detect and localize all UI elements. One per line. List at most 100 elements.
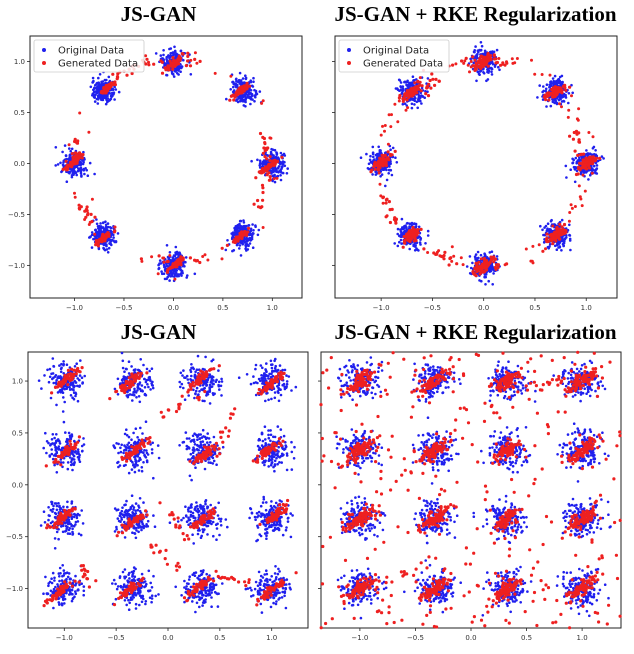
generated-point	[537, 243, 541, 247]
original-point	[487, 279, 490, 283]
generated-point	[373, 167, 377, 171]
original-point	[64, 154, 68, 158]
generated-point	[386, 150, 390, 154]
original-point	[244, 76, 248, 80]
legend-label: Generated Data	[363, 59, 443, 70]
original-point	[247, 238, 250, 241]
original-point	[596, 159, 600, 163]
generated-point	[578, 161, 582, 165]
original-point	[44, 575, 47, 579]
original-point	[100, 94, 104, 97]
original-point	[404, 81, 407, 84]
generated-point	[393, 102, 397, 106]
generated-point	[389, 125, 393, 129]
generated-point	[479, 257, 483, 261]
generated-point	[530, 259, 534, 263]
generated-point	[242, 89, 246, 93]
original-point	[53, 576, 56, 580]
original-point	[53, 511, 57, 515]
generated-point	[499, 63, 503, 67]
original-point	[595, 164, 599, 167]
original-point	[54, 164, 57, 167]
generated-point	[589, 161, 593, 166]
generated-point	[176, 259, 180, 264]
generated-point	[79, 205, 83, 209]
original-point	[275, 151, 278, 154]
original-point	[273, 169, 276, 173]
original-point	[247, 244, 250, 248]
original-point	[62, 161, 65, 164]
generated-point	[418, 80, 422, 84]
original-point	[42, 510, 46, 513]
original-point	[239, 82, 242, 86]
generated-point	[258, 170, 262, 175]
original-point	[97, 85, 100, 88]
original-point	[543, 226, 546, 229]
original-point	[398, 240, 401, 244]
original-point	[283, 154, 287, 157]
generated-point	[414, 239, 418, 243]
generated-point	[547, 98, 551, 102]
original-point	[426, 229, 430, 233]
original-point	[476, 257, 479, 260]
original-point	[55, 508, 59, 512]
generated-point	[480, 54, 484, 58]
original-point	[251, 98, 254, 101]
generated-point	[171, 67, 175, 71]
original-point	[171, 256, 175, 260]
original-point	[544, 87, 548, 91]
original-point	[249, 102, 252, 106]
original-point	[490, 250, 494, 253]
generated-point	[494, 263, 499, 267]
original-point	[590, 168, 594, 172]
original-point	[559, 97, 562, 101]
generated-point	[471, 271, 475, 275]
generated-point	[492, 260, 496, 264]
original-point	[98, 73, 102, 76]
original-point	[72, 173, 75, 176]
original-point	[589, 173, 592, 177]
generated-point	[179, 255, 183, 259]
original-point	[365, 152, 368, 156]
generated-point	[247, 84, 252, 88]
original-point	[375, 156, 379, 160]
original-point	[106, 225, 110, 229]
generated-point	[558, 102, 561, 106]
generated-point	[477, 260, 481, 264]
generated-point	[573, 205, 577, 208]
original-point	[273, 180, 277, 184]
original-point	[57, 572, 61, 575]
original-point	[100, 98, 103, 101]
original-point	[542, 89, 545, 93]
generated-point	[173, 265, 177, 269]
original-point	[172, 254, 176, 257]
generated-point	[64, 159, 68, 163]
original-point	[367, 167, 371, 171]
generated-point	[438, 254, 442, 258]
original-point	[465, 265, 469, 268]
original-point	[489, 61, 493, 64]
generated-point	[435, 250, 439, 254]
generated-point	[485, 61, 489, 65]
generated-point	[393, 149, 397, 153]
generated-point	[408, 239, 412, 243]
original-point	[569, 168, 572, 171]
generated-point	[413, 81, 417, 85]
original-point	[55, 530, 59, 534]
generated-point	[388, 152, 393, 157]
original-point	[401, 102, 405, 106]
generated-point	[418, 76, 422, 80]
original-point	[594, 169, 597, 172]
generated-point	[65, 163, 69, 167]
original-point	[560, 249, 563, 252]
x-tick-label: 1.0	[581, 304, 592, 312]
original-point	[568, 223, 571, 227]
generated-point	[554, 90, 558, 94]
original-point	[78, 583, 81, 587]
generated-point	[489, 255, 493, 259]
original-point	[419, 99, 422, 103]
original-point	[541, 228, 544, 232]
generated-point	[385, 214, 389, 218]
original-point	[232, 85, 235, 89]
